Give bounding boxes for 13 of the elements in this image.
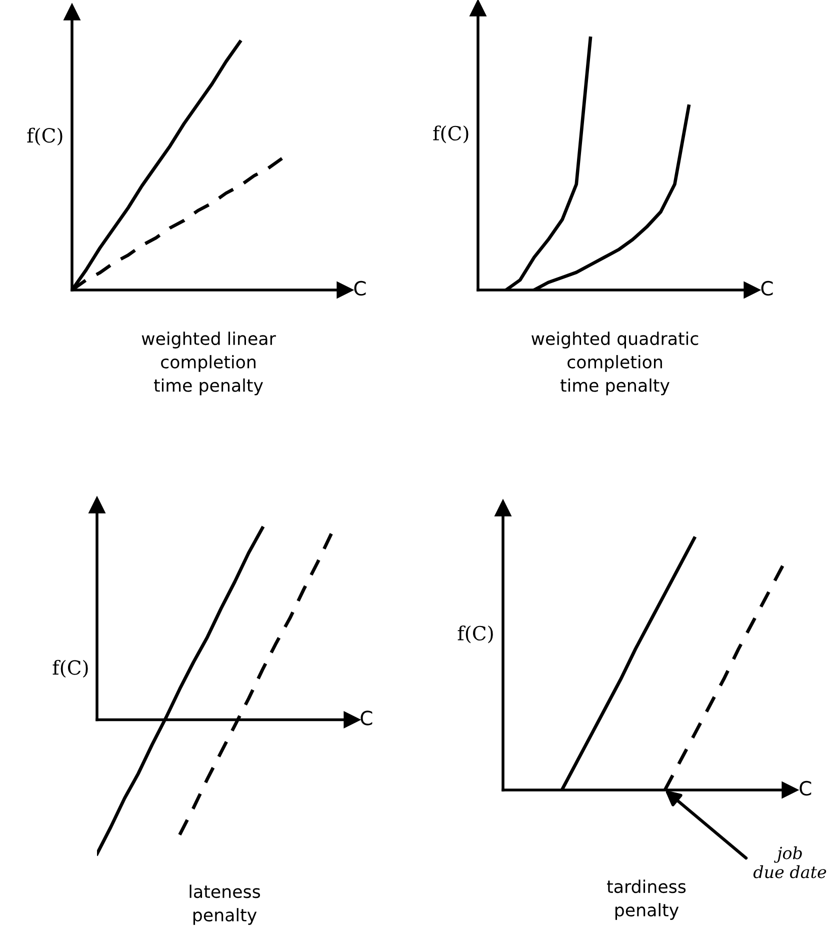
text: job due date	[753, 846, 826, 878]
y-axis-title: f(C)	[52, 660, 88, 678]
text: lateness penalty	[190, 884, 260, 925]
x-axis-title: C	[354, 280, 366, 296]
y-axis-title: f(C)	[458, 625, 493, 644]
y-axis-title: f(C)	[27, 128, 62, 146]
text: tardiness penalty	[607, 880, 686, 920]
x-axis-title: C	[800, 780, 812, 796]
x-axis-title: C	[360, 710, 372, 726]
text: weighted quadratic completion time penalty	[532, 332, 698, 396]
x-axis-title: C	[761, 280, 773, 296]
text: weighted linear completion time penalty	[142, 332, 276, 396]
y-axis-title: f(C)	[433, 125, 468, 144]
